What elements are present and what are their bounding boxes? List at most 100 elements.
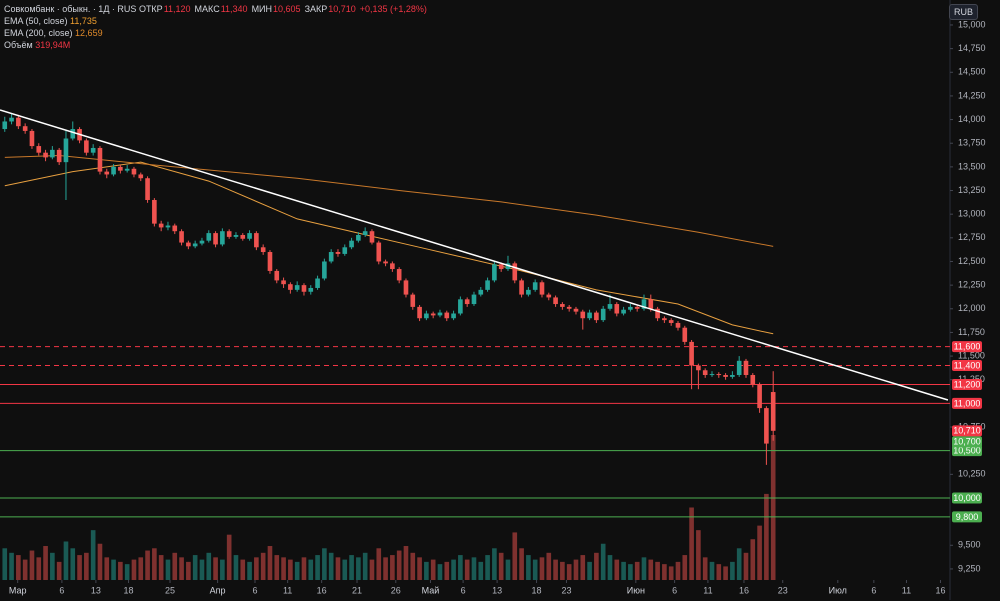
price-tag-label: 10,500 <box>953 446 981 456</box>
candle-body <box>730 374 735 377</box>
candle-body <box>621 309 626 314</box>
volume-bar <box>301 557 307 580</box>
volume-bar <box>410 552 416 580</box>
candle-body <box>539 282 545 295</box>
volume-bar <box>546 552 552 580</box>
currency-button[interactable]: RUB <box>948 4 978 20</box>
candle-body <box>430 313 436 316</box>
candle-body <box>220 231 225 245</box>
volume-bar <box>165 559 171 580</box>
ohlc-key: МАКС <box>194 4 220 14</box>
volume-bar <box>682 555 688 580</box>
candle-body <box>594 312 599 321</box>
volume-bar <box>757 525 762 580</box>
volume-bar <box>702 557 708 580</box>
candle-body <box>104 171 110 175</box>
indicator-value: 12,659 <box>75 28 103 38</box>
candle-body <box>165 225 171 228</box>
volume-bar <box>233 555 239 580</box>
volume-bar <box>213 557 218 580</box>
candle-body <box>233 234 239 237</box>
x-tick-label: Июн <box>627 585 645 595</box>
volume-bar <box>43 546 48 580</box>
volume-bar <box>294 561 300 580</box>
candle-body <box>97 147 103 172</box>
volume-bar <box>274 555 280 580</box>
x-tick-label: 11 <box>703 585 712 595</box>
candle-body <box>199 240 205 244</box>
volume-bar <box>22 559 28 580</box>
volume-bar <box>254 557 259 580</box>
volume-bar <box>498 552 504 580</box>
volume-bar <box>104 557 110 580</box>
volume-bar <box>437 564 443 580</box>
candle-body <box>281 280 286 285</box>
ohlc-key: ОТКР <box>138 4 163 14</box>
candle-body <box>362 231 368 235</box>
volume-bar <box>308 559 314 580</box>
volume-bar <box>532 559 538 580</box>
y-tick-label: 9,250 <box>958 563 981 573</box>
candle-body <box>383 261 388 264</box>
volume-bar <box>342 559 348 580</box>
candle-body <box>498 264 504 270</box>
candle-body <box>267 252 273 271</box>
volume-bar <box>90 530 96 580</box>
price-tag <box>952 436 982 448</box>
candle-body <box>192 243 198 247</box>
volume-bar <box>485 555 490 580</box>
x-tick-label: 16 <box>739 585 749 595</box>
x-tick-label: 16 <box>935 585 945 595</box>
price-tag <box>952 511 982 523</box>
candle-body <box>689 341 694 366</box>
candle-body <box>600 308 606 321</box>
volume-bar <box>322 548 327 580</box>
candle-body <box>464 299 470 305</box>
candle-body <box>424 313 429 319</box>
volume-bar <box>63 541 69 580</box>
candle-body <box>342 247 348 254</box>
y-tick-label: 14,000 <box>958 114 986 124</box>
candle-body <box>335 252 341 254</box>
candle-body <box>532 282 538 290</box>
volume-bar <box>124 564 130 580</box>
volume-bar <box>770 435 776 580</box>
candle-body <box>668 320 674 323</box>
price-tag-label: 10,700 <box>953 437 981 447</box>
volume-bar <box>349 555 354 580</box>
price-tag <box>952 378 982 390</box>
volume-bar <box>403 546 409 580</box>
x-tick-label: 16 <box>317 585 327 595</box>
price-tag <box>952 397 982 409</box>
candle-body <box>294 285 300 290</box>
volume-bar <box>600 543 606 580</box>
volume-bar <box>526 555 531 580</box>
symbol: Совкомбанк · обыкн. · 1Д · RUS <box>4 4 137 14</box>
y-tick-label: 12,250 <box>958 280 986 290</box>
candle-body <box>709 374 715 376</box>
candle-body <box>369 231 375 243</box>
volume-bar <box>152 548 157 580</box>
volume-bar <box>199 559 205 580</box>
volume-bar <box>696 530 701 580</box>
volume-bar <box>478 561 484 580</box>
volume-bar <box>226 534 232 580</box>
y-tick-label: 11,500 <box>958 350 985 360</box>
y-tick-label: 14,500 <box>958 67 986 77</box>
price-tag-label: 11,600 <box>954 341 981 351</box>
candle-body <box>376 242 382 262</box>
volume-bar <box>16 555 21 580</box>
candle-body <box>9 117 14 122</box>
candle-body <box>36 146 42 153</box>
candle-body <box>260 247 266 253</box>
volume-bar <box>505 559 511 580</box>
candle-body <box>526 289 531 295</box>
candle-body <box>2 121 8 130</box>
candle-body <box>641 299 647 309</box>
y-tick-label: 13,500 <box>958 161 986 171</box>
x-tick-label: Мар <box>9 585 27 595</box>
volume-bar <box>315 555 320 580</box>
volume-bar <box>267 546 273 580</box>
indicator-name: EMA (200, close) <box>4 28 73 38</box>
candle-body <box>315 278 320 288</box>
